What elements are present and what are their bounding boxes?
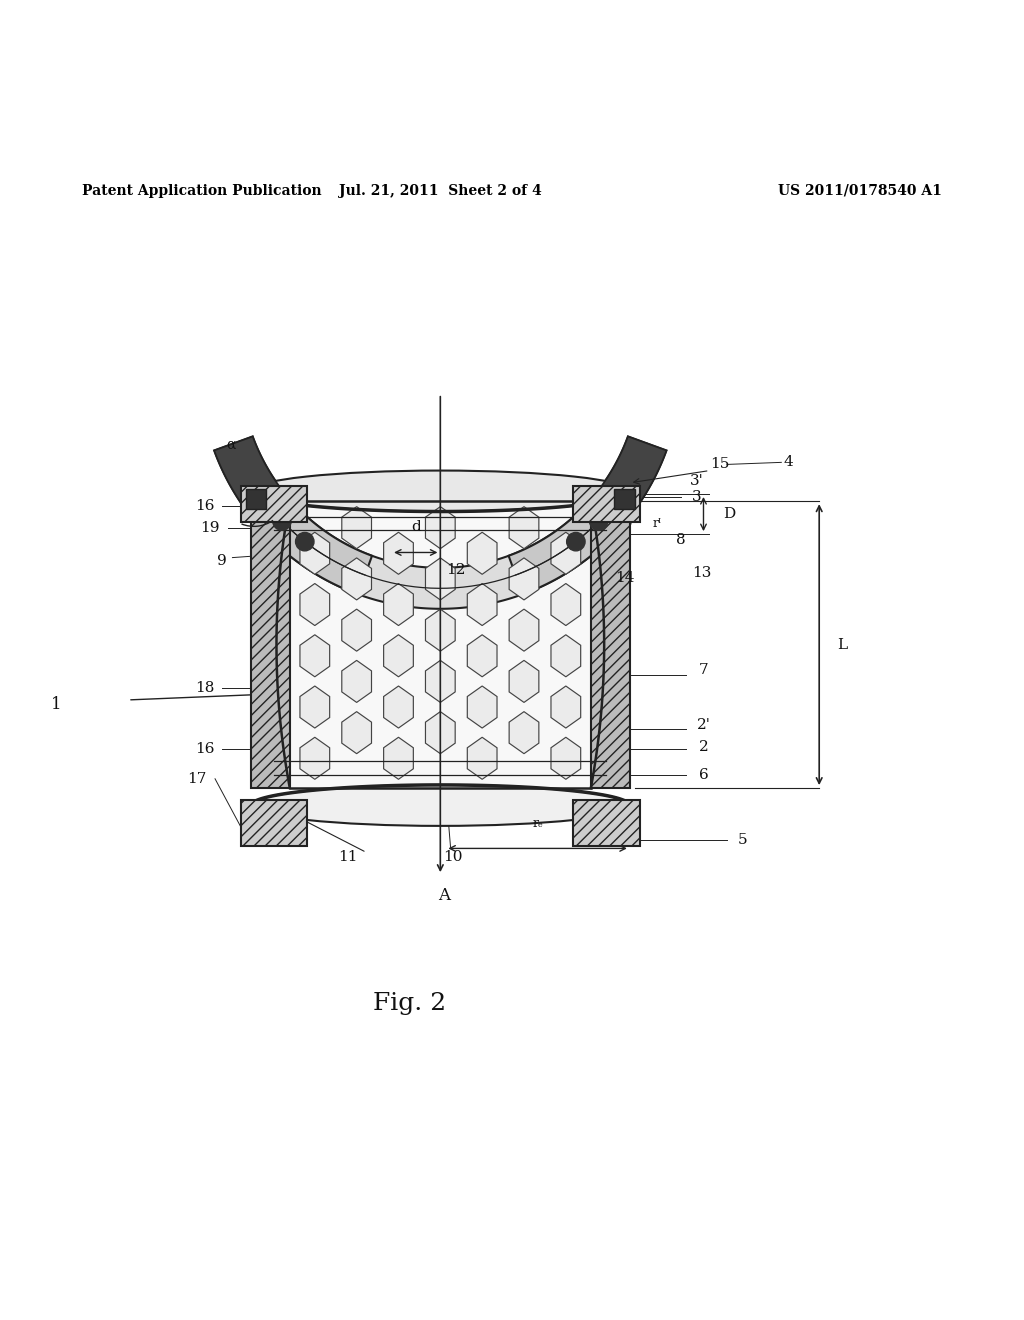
Polygon shape bbox=[467, 738, 497, 779]
Polygon shape bbox=[342, 609, 372, 651]
Text: 14: 14 bbox=[614, 572, 635, 585]
Polygon shape bbox=[573, 800, 640, 846]
Text: 3': 3' bbox=[689, 474, 703, 488]
Text: d: d bbox=[411, 520, 421, 533]
Polygon shape bbox=[467, 532, 497, 574]
Polygon shape bbox=[300, 738, 330, 779]
Text: US 2011/0178540 A1: US 2011/0178540 A1 bbox=[778, 183, 942, 198]
Polygon shape bbox=[251, 491, 372, 594]
Polygon shape bbox=[342, 711, 372, 754]
Polygon shape bbox=[598, 437, 667, 516]
Text: 15: 15 bbox=[711, 458, 729, 471]
Polygon shape bbox=[214, 437, 283, 516]
Polygon shape bbox=[509, 660, 539, 702]
Circle shape bbox=[590, 512, 608, 531]
Polygon shape bbox=[467, 686, 497, 729]
Text: 4: 4 bbox=[783, 455, 794, 470]
Polygon shape bbox=[425, 660, 456, 702]
Text: 10: 10 bbox=[442, 850, 463, 863]
Polygon shape bbox=[384, 738, 414, 779]
Polygon shape bbox=[551, 635, 581, 677]
Polygon shape bbox=[251, 502, 290, 788]
Polygon shape bbox=[241, 800, 307, 846]
Polygon shape bbox=[551, 738, 581, 779]
Polygon shape bbox=[425, 609, 456, 651]
Polygon shape bbox=[300, 635, 330, 677]
Polygon shape bbox=[509, 507, 539, 549]
Text: 17: 17 bbox=[187, 772, 206, 785]
Circle shape bbox=[296, 532, 314, 550]
Polygon shape bbox=[509, 711, 539, 754]
Polygon shape bbox=[425, 711, 456, 754]
Polygon shape bbox=[300, 532, 330, 574]
Polygon shape bbox=[509, 491, 630, 594]
Bar bbox=[246, 488, 266, 510]
Text: Fig. 2: Fig. 2 bbox=[373, 991, 446, 1015]
Polygon shape bbox=[384, 583, 414, 626]
Polygon shape bbox=[214, 437, 667, 609]
Circle shape bbox=[272, 512, 291, 531]
Text: A: A bbox=[438, 887, 451, 904]
Polygon shape bbox=[551, 583, 581, 626]
Text: 9: 9 bbox=[217, 553, 227, 568]
Text: 5: 5 bbox=[737, 833, 748, 847]
Text: 11: 11 bbox=[338, 850, 358, 863]
Text: 2': 2' bbox=[696, 718, 711, 731]
Text: D: D bbox=[723, 507, 735, 521]
Text: 8: 8 bbox=[676, 533, 686, 548]
Polygon shape bbox=[425, 558, 456, 599]
Polygon shape bbox=[384, 686, 414, 729]
Text: 19: 19 bbox=[200, 521, 220, 535]
Text: L: L bbox=[837, 638, 847, 652]
Polygon shape bbox=[509, 609, 539, 651]
Polygon shape bbox=[342, 660, 372, 702]
Polygon shape bbox=[342, 558, 372, 599]
Polygon shape bbox=[384, 532, 414, 574]
Bar bbox=[614, 488, 635, 510]
Polygon shape bbox=[384, 635, 414, 677]
Text: 18: 18 bbox=[196, 681, 214, 694]
Polygon shape bbox=[467, 583, 497, 626]
Polygon shape bbox=[551, 686, 581, 729]
Text: 3: 3 bbox=[691, 490, 701, 504]
Ellipse shape bbox=[251, 470, 630, 512]
Text: Jul. 21, 2011  Sheet 2 of 4: Jul. 21, 2011 Sheet 2 of 4 bbox=[339, 183, 542, 198]
Polygon shape bbox=[467, 635, 497, 677]
Text: α: α bbox=[226, 438, 237, 451]
Polygon shape bbox=[551, 532, 581, 574]
Text: Patent Application Publication: Patent Application Publication bbox=[82, 183, 322, 198]
Polygon shape bbox=[241, 486, 307, 521]
Text: 12: 12 bbox=[445, 562, 466, 577]
Text: 16: 16 bbox=[195, 499, 215, 513]
Polygon shape bbox=[290, 502, 591, 788]
Text: rₑ: rₑ bbox=[532, 817, 543, 830]
Text: 1: 1 bbox=[51, 696, 61, 713]
Text: rᴵ: rᴵ bbox=[653, 517, 662, 531]
Text: 2: 2 bbox=[698, 741, 709, 754]
Text: 7: 7 bbox=[698, 663, 709, 677]
Polygon shape bbox=[573, 486, 640, 521]
Polygon shape bbox=[342, 507, 372, 549]
Polygon shape bbox=[425, 507, 456, 549]
Polygon shape bbox=[300, 686, 330, 729]
Ellipse shape bbox=[251, 785, 630, 826]
Text: 13: 13 bbox=[692, 566, 711, 579]
Polygon shape bbox=[509, 558, 539, 599]
Text: 6: 6 bbox=[698, 768, 709, 781]
Text: 16: 16 bbox=[195, 742, 215, 756]
Circle shape bbox=[566, 532, 585, 550]
Polygon shape bbox=[591, 502, 630, 788]
Polygon shape bbox=[300, 583, 330, 626]
